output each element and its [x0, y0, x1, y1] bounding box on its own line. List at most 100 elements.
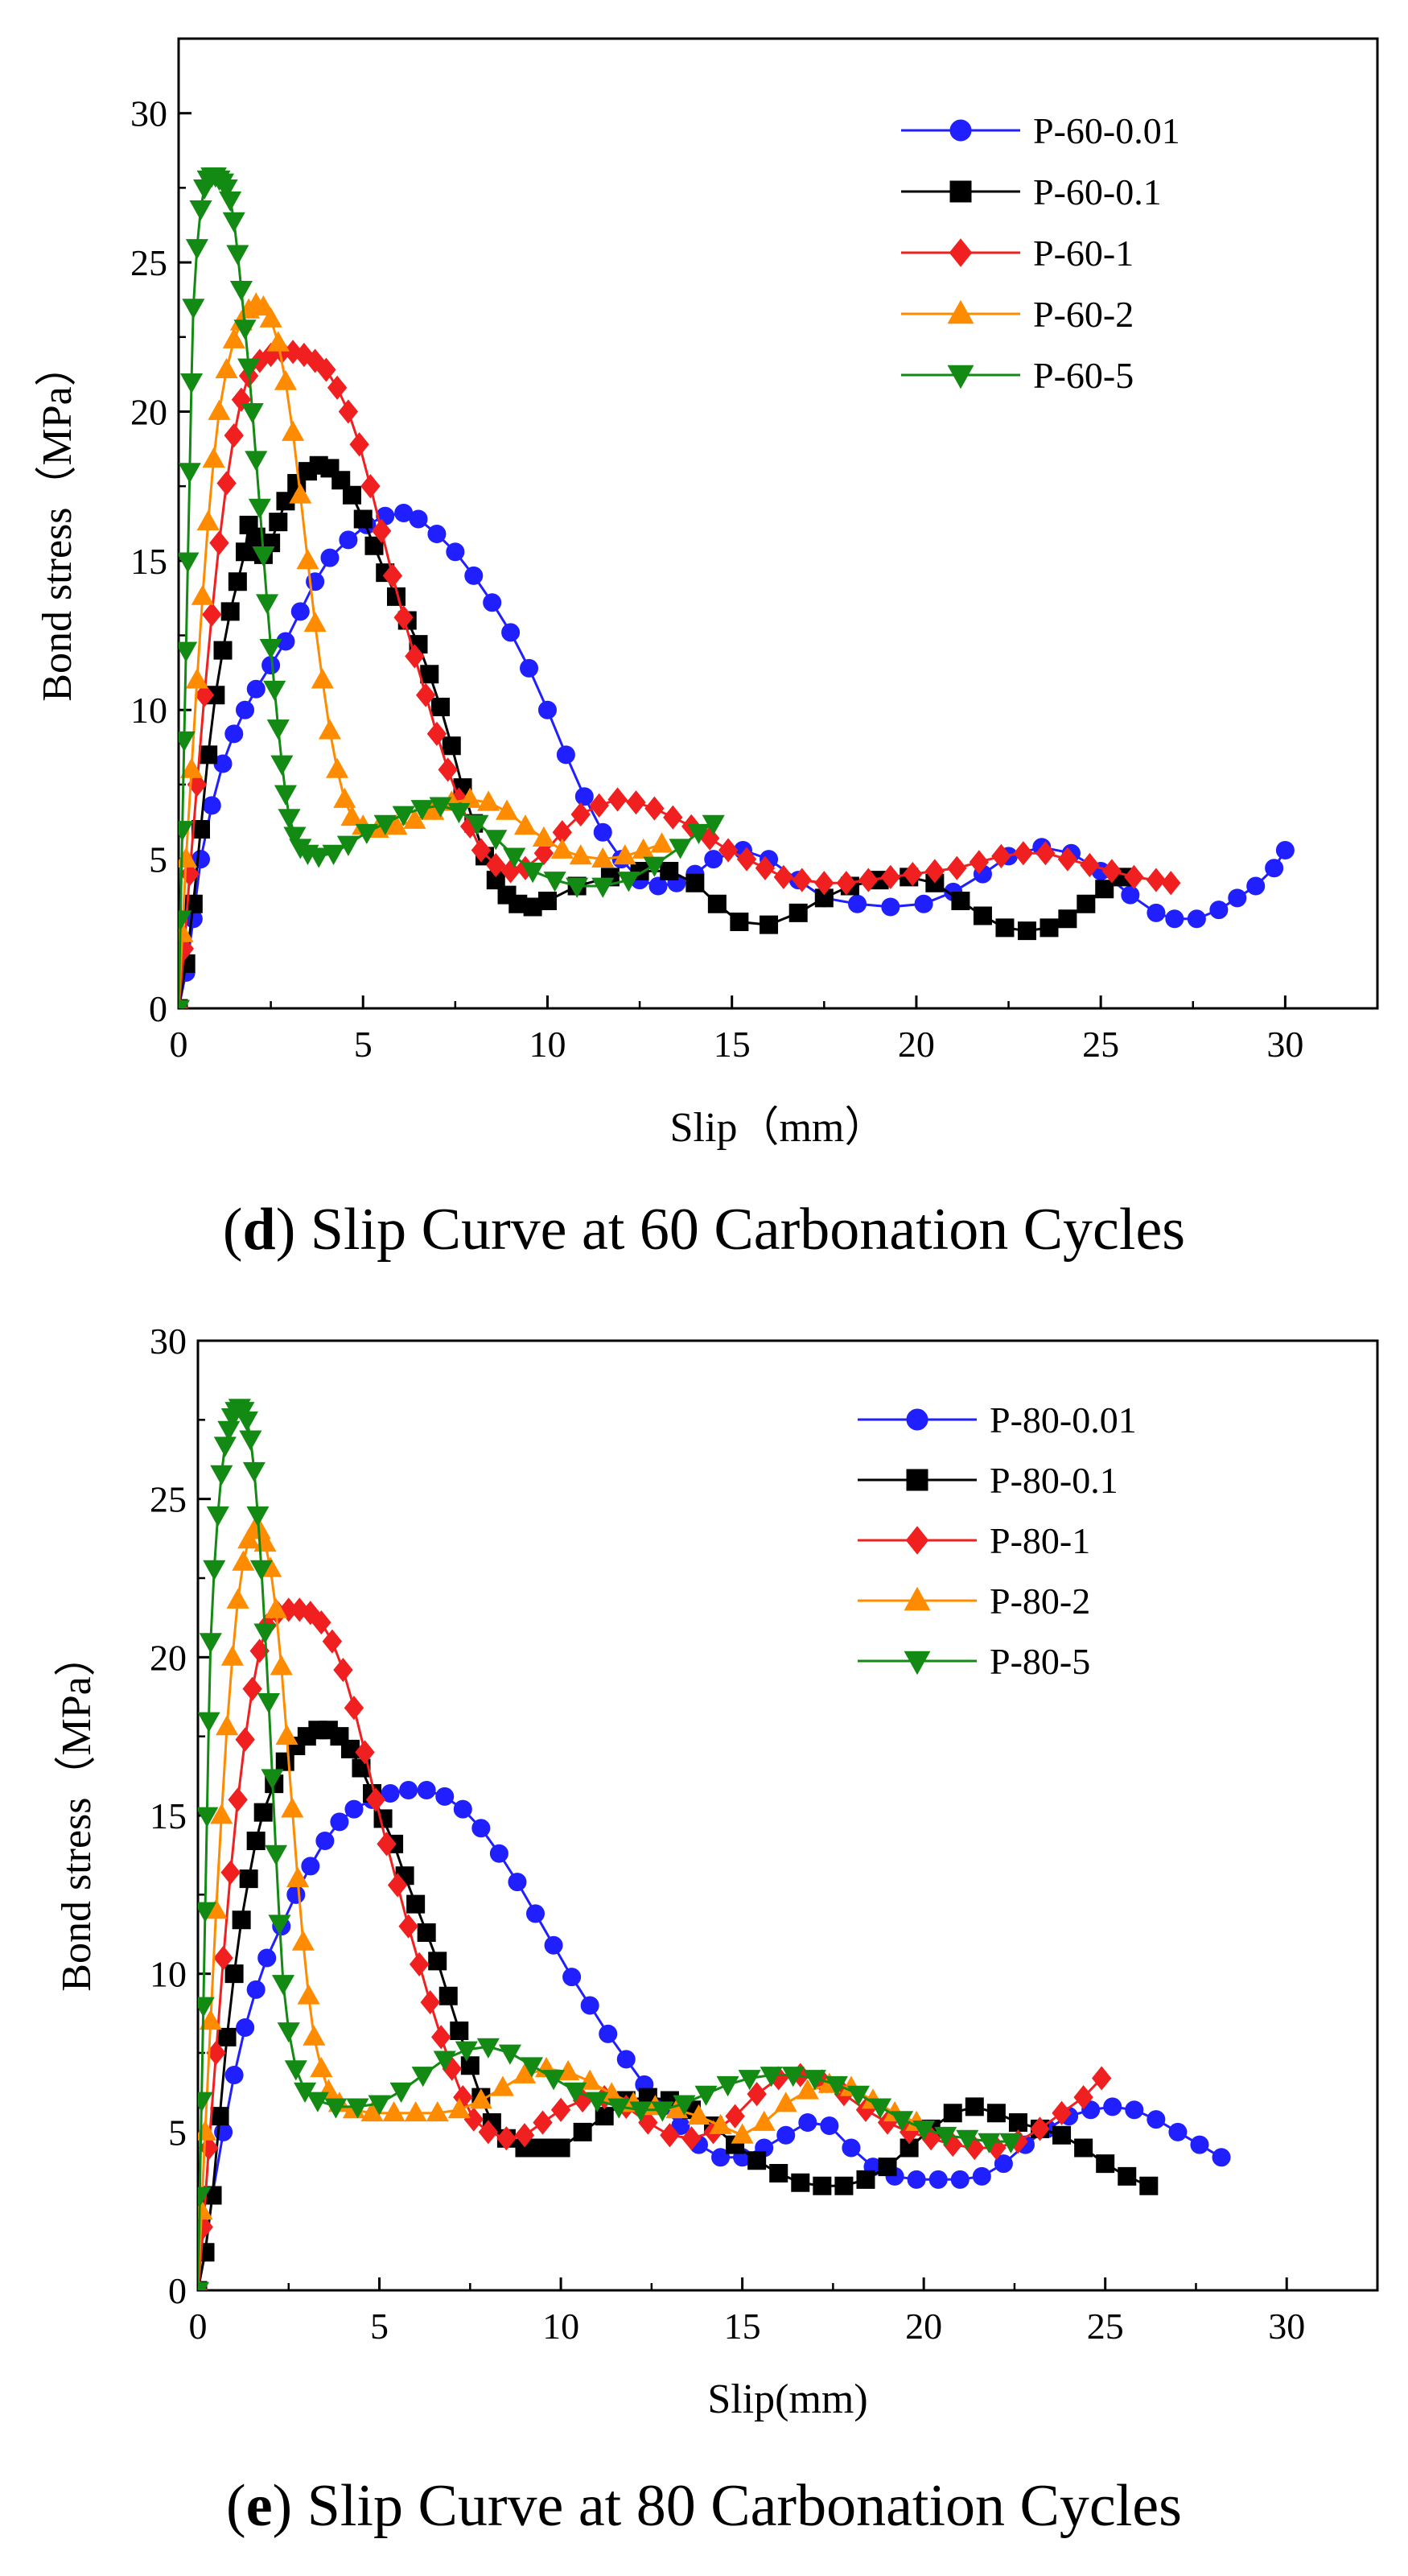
data-point	[185, 239, 208, 260]
data-point	[306, 2092, 329, 2112]
data-point	[447, 2098, 471, 2119]
data-point	[355, 823, 378, 845]
data-point	[242, 1461, 266, 1483]
data-point	[198, 1902, 217, 1923]
data-point	[1074, 2138, 1093, 2158]
data-point	[426, 2100, 449, 2122]
data-point	[179, 552, 200, 573]
data-point	[466, 814, 489, 835]
legend-item: P-60-0.1	[901, 171, 1162, 212]
data-point	[589, 793, 609, 818]
x-tick-label: 15	[724, 2306, 761, 2347]
data-point	[447, 802, 471, 824]
legend-label: P-80-2	[990, 1581, 1090, 1622]
data-point	[215, 179, 238, 200]
data-point	[755, 855, 776, 880]
data-point	[307, 847, 331, 868]
figure-caption: (e) Slip Curve at 80 Carbonation Cycles	[226, 2473, 1182, 2539]
data-point	[1096, 2154, 1115, 2174]
data-point	[446, 542, 465, 562]
data-point	[629, 2101, 653, 2122]
data-point	[246, 1831, 266, 1850]
data-point	[1008, 2113, 1027, 2133]
data-point	[411, 2067, 434, 2088]
data-point	[213, 1945, 233, 1971]
data-point	[593, 822, 612, 842]
y-tick-label: 15	[130, 541, 167, 582]
data-point	[224, 2066, 244, 2084]
data-point	[868, 2098, 892, 2119]
data-point	[333, 1657, 353, 1683]
data-point	[263, 680, 286, 702]
data-point	[774, 2092, 797, 2112]
data-point	[924, 859, 945, 884]
data-point	[820, 2116, 839, 2135]
data-point	[220, 1645, 244, 1666]
data-point	[237, 358, 261, 379]
data-point	[965, 2097, 984, 2116]
legend-label: P-80-5	[990, 1641, 1090, 1682]
data-point	[881, 897, 900, 917]
data-point	[573, 2122, 592, 2141]
legend-label: P-80-0.01	[990, 1399, 1137, 1440]
data-point	[340, 1739, 360, 1758]
data-point	[773, 864, 794, 889]
data-point	[912, 2121, 936, 2141]
data-point	[198, 1712, 220, 1733]
data-point	[556, 745, 575, 765]
data-point	[210, 1803, 233, 1824]
data-point	[326, 757, 349, 778]
data-point	[398, 1914, 418, 1939]
data-point	[438, 757, 458, 782]
legend-marker	[905, 1526, 929, 1555]
data-point	[286, 1866, 310, 1888]
data-point	[246, 1980, 266, 1999]
data-point	[224, 1964, 244, 1984]
data-point	[202, 447, 225, 468]
data-point	[389, 2082, 413, 2103]
legend-label: P-80-0.1	[990, 1460, 1118, 1501]
data-point	[914, 894, 933, 913]
data-point	[660, 2123, 680, 2148]
data-point	[781, 2067, 805, 2088]
legend-marker	[906, 1469, 928, 1491]
data-point	[289, 483, 312, 504]
data-point	[514, 2123, 535, 2148]
series-group	[198, 1399, 1231, 2290]
y-axis-label: Bond stress（MPa）	[35, 344, 80, 701]
data-point	[202, 796, 221, 815]
x-tick-label: 30	[1268, 2306, 1305, 2347]
legend-marker	[904, 1586, 931, 1611]
data-point	[798, 2113, 817, 2132]
data-point	[486, 852, 506, 878]
data-point	[681, 2126, 702, 2151]
data-point	[405, 644, 425, 669]
data-point	[409, 1952, 430, 1976]
legend-label: P-60-5	[1033, 355, 1134, 396]
x-tick-label: 25	[1087, 2306, 1124, 2347]
data-point	[198, 2187, 212, 2207]
data-point	[409, 509, 428, 529]
data-point	[469, 2088, 492, 2109]
data-point	[226, 1588, 249, 1609]
data-point	[202, 602, 222, 627]
data-point	[220, 1860, 241, 1885]
data-point	[269, 513, 288, 532]
data-point	[730, 912, 749, 931]
data-point	[986, 2104, 1006, 2123]
data-point	[179, 910, 192, 931]
data-point	[1212, 2148, 1231, 2167]
data-point	[246, 1506, 270, 1527]
data-point	[344, 1799, 364, 1819]
data-point	[903, 862, 923, 887]
data-point	[264, 1844, 288, 1865]
data-point	[324, 2098, 348, 2119]
data-point	[707, 894, 727, 913]
data-point	[392, 806, 415, 826]
data-point	[550, 2097, 571, 2122]
data-point	[368, 2095, 391, 2116]
data-point	[543, 872, 566, 892]
data-point	[544, 1935, 563, 1955]
data-point	[271, 1975, 295, 1996]
data-point	[266, 719, 290, 740]
